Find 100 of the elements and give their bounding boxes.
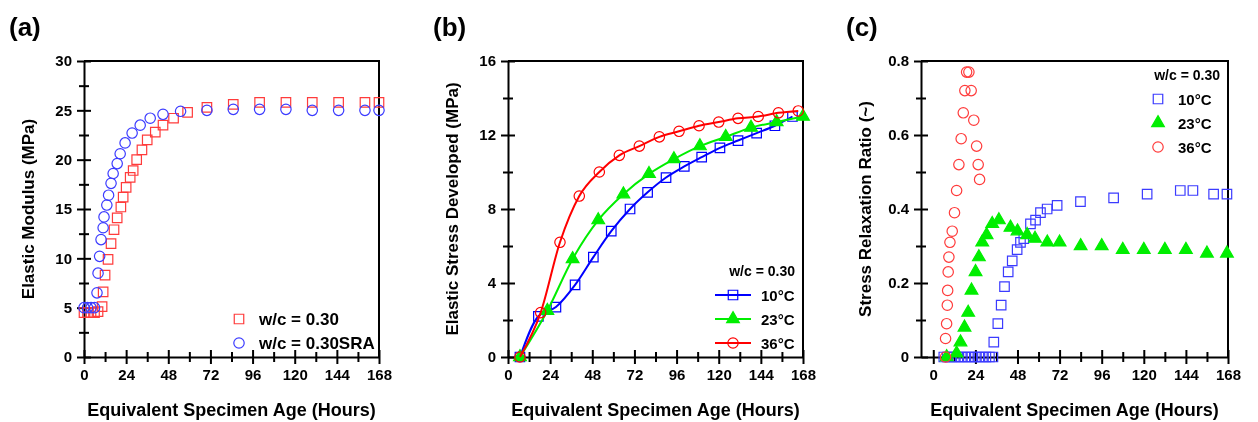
point	[1073, 238, 1088, 251]
chart-title: (a)	[9, 12, 41, 42]
point	[126, 127, 138, 139]
point	[127, 165, 139, 176]
point	[1157, 241, 1172, 254]
point	[957, 319, 972, 332]
point	[280, 97, 292, 108]
point	[965, 84, 977, 97]
point	[999, 281, 1010, 293]
point	[119, 137, 131, 149]
x-tick-label: 0	[80, 365, 89, 383]
chart-title: (c)	[846, 12, 878, 42]
point	[714, 142, 726, 154]
point	[772, 107, 785, 119]
point	[956, 351, 967, 363]
point	[115, 201, 127, 213]
y-tick-label: 0.8	[888, 52, 909, 70]
point	[1221, 188, 1233, 200]
point	[182, 106, 193, 118]
point	[941, 284, 954, 297]
point	[1219, 245, 1234, 258]
point	[980, 351, 992, 363]
point	[1010, 223, 1025, 236]
point	[987, 351, 999, 363]
x-axis-title: Equivalent Specimen Age (Hours)	[511, 400, 800, 420]
y-tick-label: 0	[63, 348, 72, 366]
y-tick-label: 20	[55, 150, 72, 168]
x-tick-label: 72	[1051, 365, 1069, 383]
point	[1041, 203, 1053, 215]
legend-label: 23°C	[1178, 115, 1212, 132]
point	[968, 263, 983, 277]
x-axis-title: Equivalent Specimen Age (Hours)	[87, 400, 376, 420]
x-tick-label: 0	[504, 365, 513, 383]
point	[968, 114, 980, 126]
point	[605, 225, 617, 237]
point	[942, 266, 954, 278]
point	[963, 351, 974, 363]
point	[939, 332, 952, 345]
point	[554, 236, 566, 249]
y-axis-title: Elastic Stress Developed (MPa)	[443, 82, 462, 336]
point	[157, 119, 169, 131]
chart-title: (b)	[433, 12, 467, 42]
x-tick-label: 168	[1215, 365, 1242, 383]
point	[1051, 199, 1063, 211]
y-tick-label: 0	[487, 348, 496, 366]
point	[373, 97, 385, 108]
point	[97, 221, 109, 234]
point	[712, 116, 725, 128]
point	[1052, 234, 1067, 247]
point	[92, 306, 104, 317]
point	[692, 138, 707, 151]
x-tick-label: 144	[1173, 365, 1200, 383]
legend-label: 10°C	[1178, 91, 1212, 108]
point	[957, 107, 970, 119]
x-tick-label: 48	[1009, 365, 1027, 383]
point	[751, 127, 762, 139]
point	[696, 151, 708, 163]
point	[944, 236, 956, 249]
point	[141, 134, 153, 146]
point	[973, 173, 986, 186]
point	[253, 103, 266, 116]
point	[972, 158, 984, 171]
point	[1025, 218, 1036, 230]
x-tick-label: 168	[790, 365, 817, 383]
point	[573, 190, 586, 202]
point	[1199, 245, 1214, 258]
point	[78, 301, 90, 314]
point	[660, 172, 672, 183]
legend-label: 36°C	[1178, 139, 1212, 156]
point	[1141, 188, 1153, 200]
point	[633, 140, 646, 152]
point	[953, 334, 968, 347]
point	[136, 144, 148, 156]
point	[149, 126, 161, 138]
y-tick-label: 8	[487, 200, 496, 218]
point	[1174, 185, 1186, 196]
x-tick-label: 48	[160, 365, 178, 383]
point	[359, 104, 371, 117]
legend-label: 36°C	[761, 335, 795, 352]
point	[540, 302, 555, 316]
point	[970, 351, 981, 363]
y-tick-label: 30	[55, 52, 72, 70]
x-tick-label: 0	[929, 365, 938, 383]
point	[105, 177, 117, 190]
point	[959, 84, 971, 97]
x-tick-label: 168	[366, 365, 393, 383]
point	[642, 187, 653, 198]
y-tick-label: 0	[900, 348, 909, 366]
y-tick-label: 25	[55, 101, 72, 119]
legend-label: w/c = 0.30SRA	[258, 334, 375, 353]
point	[117, 191, 129, 203]
legend-label: 23°C	[761, 311, 795, 328]
x-tick-label: 120	[706, 365, 732, 383]
x-tick-label: 96	[668, 365, 686, 383]
point	[533, 310, 544, 322]
point	[168, 112, 179, 124]
point	[107, 167, 119, 180]
point	[792, 105, 805, 117]
x-axis-title: Equivalent Specimen Age (Hours)	[930, 400, 1219, 420]
point	[591, 212, 606, 225]
